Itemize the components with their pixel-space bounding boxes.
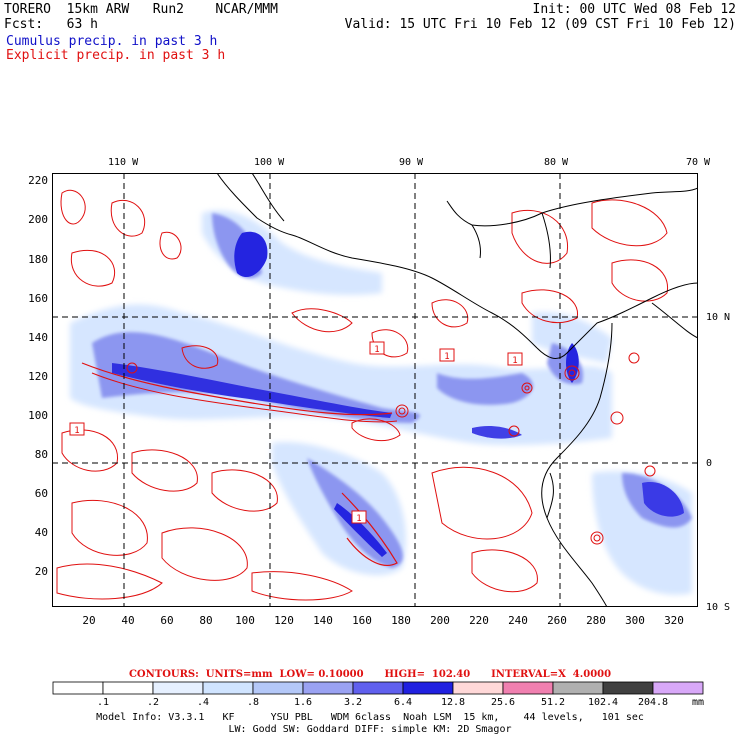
contour-label: 1 <box>444 352 449 362</box>
y-tick: 120 <box>28 370 48 383</box>
colorbar-swatch <box>552 681 604 695</box>
y-tick: 140 <box>28 331 48 344</box>
colorbar-label: 12.8 <box>440 697 466 708</box>
colorbar-swatch <box>652 681 704 695</box>
colorbar-swatch <box>102 681 154 695</box>
model-title: TORERO 15km ARW Run2 NCAR/MMM <box>4 2 278 17</box>
colorbar-label: .4 <box>196 697 210 708</box>
lat-lon-grid <box>52 173 698 607</box>
x-tick: 220 <box>469 614 489 627</box>
lon-label-110w: 110 W <box>108 157 139 168</box>
y-tick: 180 <box>28 253 48 266</box>
x-tick: 180 <box>391 614 411 627</box>
forecast-hour: Fcst: 63 h <box>4 17 98 32</box>
y-tick: 20 <box>34 565 48 578</box>
colorbar-label: 51.2 <box>540 697 566 708</box>
y-tick: 160 <box>28 292 48 305</box>
colorbar-swatch <box>502 681 554 695</box>
x-tick: 240 <box>508 614 528 627</box>
x-tick: 100 <box>235 614 255 627</box>
x-tick: 120 <box>274 614 294 627</box>
colorbar-swatch <box>352 681 404 695</box>
contour-label: 1 <box>512 356 517 366</box>
lon-label-100w: 100 W <box>254 157 285 168</box>
precip-map: 1 1 1 1 1 <box>52 173 698 607</box>
map-border <box>52 173 698 607</box>
colorbar-label: 25.6 <box>490 697 516 708</box>
x-tick: 280 <box>586 614 606 627</box>
colorbar <box>52 681 704 695</box>
valid-time: Valid: 15 UTC Fri 10 Feb 12 (09 CST Fri … <box>344 17 736 32</box>
x-tick: 260 <box>547 614 567 627</box>
y-tick: 80 <box>34 448 48 461</box>
lat-label-10s: 10 S <box>706 602 731 613</box>
contour-label: 1 <box>374 345 379 355</box>
colorbar-swatch <box>152 681 204 695</box>
colorbar-label: .1 <box>96 697 110 708</box>
colorbar-swatch <box>452 681 504 695</box>
colorbar-swatch <box>602 681 654 695</box>
x-tick: 20 <box>82 614 96 627</box>
cumulus-precip-heavy <box>112 231 684 557</box>
lat-label-10n: 10 N <box>706 312 731 323</box>
lon-label-90w: 90 W <box>399 157 424 168</box>
y-tick: 220 <box>28 174 48 187</box>
x-tick: 140 <box>313 614 333 627</box>
colorbar-label: 6.4 <box>393 697 413 708</box>
model-info-line2: LW: Godd SW: Goddard DIFF: simple KM: 2D… <box>228 724 512 735</box>
colorbar-label: 102.4 <box>587 697 619 708</box>
x-tick: 60 <box>160 614 174 627</box>
y-tick: 200 <box>28 213 48 226</box>
lon-label-70w: 70 W <box>686 157 711 168</box>
x-tick: 40 <box>121 614 135 627</box>
colorbar-label: 204.8 <box>637 697 669 708</box>
y-tick: 60 <box>34 487 48 500</box>
x-tick: 320 <box>664 614 684 627</box>
colorbar-label: .8 <box>246 697 260 708</box>
contour-label: 1 <box>74 426 79 436</box>
y-tick: 100 <box>28 409 48 422</box>
colorbar-swatch <box>202 681 254 695</box>
contour-label: 1 <box>356 514 361 524</box>
colorbar-swatch <box>52 681 104 695</box>
explicit-precip-contours <box>56 190 668 601</box>
x-tick: 200 <box>430 614 450 627</box>
init-time: Init: 00 UTC Wed 08 Feb 12 <box>532 2 737 17</box>
contour-labels: 1 1 1 1 1 <box>69 341 523 524</box>
x-tick: 80 <box>199 614 213 627</box>
colorbar-label: .2 <box>146 697 160 708</box>
explicit-precip-label: Explicit precip. in past 3 h <box>6 48 226 63</box>
cumulus-precip-label: Cumulus precip. in past 3 h <box>6 34 218 49</box>
y-tick: 40 <box>34 526 48 539</box>
contour-info: CONTOURS: UNITS=mm LOW= 0.10000 HIGH= 10… <box>128 669 612 680</box>
coastlines <box>216 173 698 607</box>
lat-label-0: 0 <box>706 458 713 469</box>
colorbar-label: 3.2 <box>343 697 363 708</box>
colorbar-swatch <box>402 681 454 695</box>
colorbar-swatch <box>302 681 354 695</box>
lon-label-80w: 80 W <box>544 157 569 168</box>
x-tick: 160 <box>352 614 372 627</box>
colorbar-swatch <box>252 681 304 695</box>
model-info-line1: Model Info: V3.3.1 KF YSU PBL WDM 6class… <box>96 712 644 723</box>
x-tick: 300 <box>625 614 645 627</box>
colorbar-label: 1.6 <box>293 697 313 708</box>
colorbar-unit: mm <box>692 697 705 708</box>
